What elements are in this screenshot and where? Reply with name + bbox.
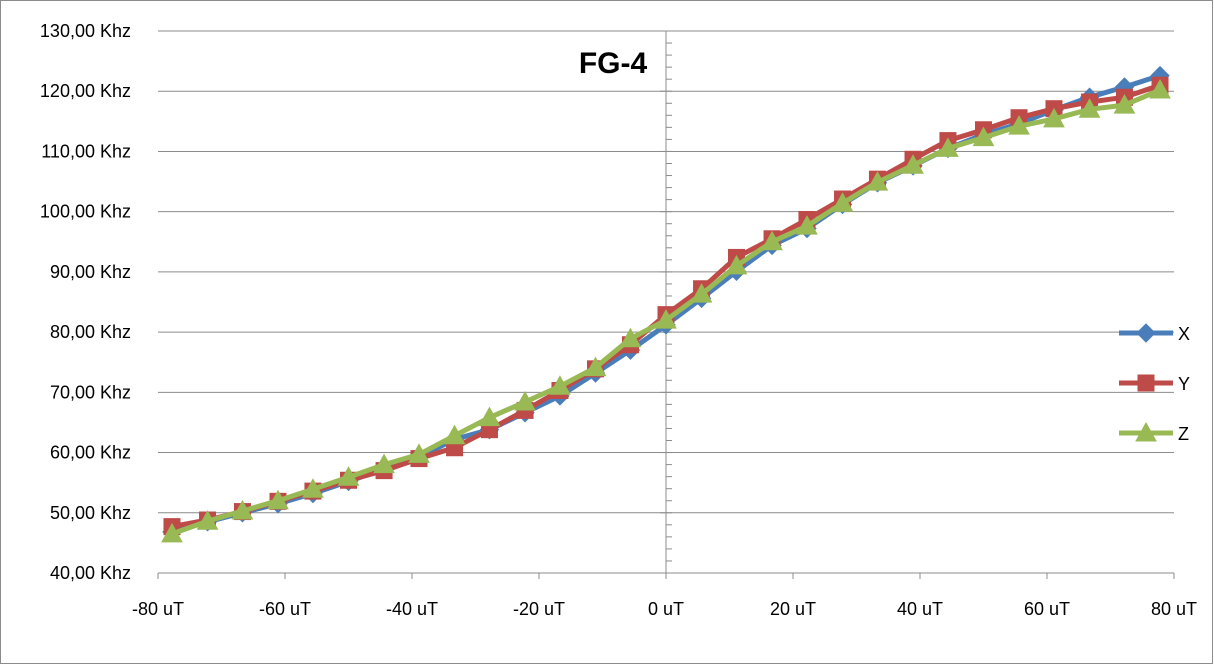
legend-label: X <box>1178 324 1190 344</box>
data-point <box>655 309 677 329</box>
chart-title: FG-4 <box>579 47 648 80</box>
data-point <box>937 137 959 157</box>
x-tick-label: 60 uT <box>1024 599 1070 619</box>
legend-label: Z <box>1178 424 1189 444</box>
data-point <box>161 522 183 543</box>
data-point <box>690 283 713 303</box>
x-tick-label: -20 uT <box>513 599 565 619</box>
data-point <box>1136 323 1156 343</box>
series-z <box>161 78 1171 543</box>
y-tick-label: 40,00 Khz <box>50 563 131 583</box>
data-point <box>478 406 501 427</box>
x-tick-label: -40 uT <box>386 599 438 619</box>
y-tick-label: 120,00 Khz <box>40 81 131 101</box>
y-tick-label: 50,00 Khz <box>50 503 131 523</box>
y-tick-label: 60,00 Khz <box>50 443 131 463</box>
y-tick-label: 70,00 Khz <box>50 382 131 402</box>
data-point <box>1078 98 1101 118</box>
x-tick-label: 0 uT <box>648 599 684 619</box>
data-point <box>902 154 924 174</box>
x-tick-label: 40 uT <box>897 599 943 619</box>
data-point <box>1149 78 1171 99</box>
data-point <box>373 453 395 474</box>
data-point <box>408 443 430 463</box>
data-point <box>972 126 995 147</box>
data-point <box>549 375 571 395</box>
data-point <box>1043 107 1065 128</box>
x-tick-label: -60 uT <box>259 599 311 619</box>
data-point <box>443 424 466 445</box>
data-point <box>831 192 854 212</box>
x-tick-label: 80 uT <box>1151 599 1197 619</box>
x-tick-label: -80 uT <box>132 599 184 619</box>
data-point <box>1137 374 1155 392</box>
axes: 40,00 Khz 50,00 Khz 60,00 Khz 70,00 Khz 80,0… <box>40 21 1197 619</box>
data-point <box>1008 115 1030 135</box>
legend-label: Y <box>1178 374 1190 394</box>
y-tick-label: 100,00 Khz <box>40 202 131 222</box>
data-point <box>761 230 783 251</box>
legend: X Y Z <box>1119 323 1190 444</box>
data-point <box>796 215 818 235</box>
data-point <box>196 510 219 530</box>
y-tick-label: 90,00 Khz <box>50 262 131 282</box>
data-point <box>337 466 360 486</box>
legend-item-x: X <box>1119 323 1190 344</box>
data-point <box>584 356 607 377</box>
series <box>161 65 1171 543</box>
y-tick-label: 130,00 Khz <box>40 21 131 41</box>
data-point <box>866 171 889 191</box>
y-tick-label: 80,00 Khz <box>50 322 131 342</box>
y-tick-label: 110,00 Khz <box>41 141 131 161</box>
data-point <box>267 489 289 510</box>
data-point <box>1135 421 1157 442</box>
x-tick-label: 20 uT <box>770 599 816 619</box>
data-point <box>1113 94 1136 114</box>
data-point <box>619 327 642 348</box>
legend-item-y: Y <box>1119 374 1190 394</box>
data-point <box>514 390 536 411</box>
data-point <box>231 499 254 520</box>
legend-item-z: Z <box>1119 421 1189 444</box>
data-point <box>302 478 324 498</box>
data-point <box>725 254 748 275</box>
